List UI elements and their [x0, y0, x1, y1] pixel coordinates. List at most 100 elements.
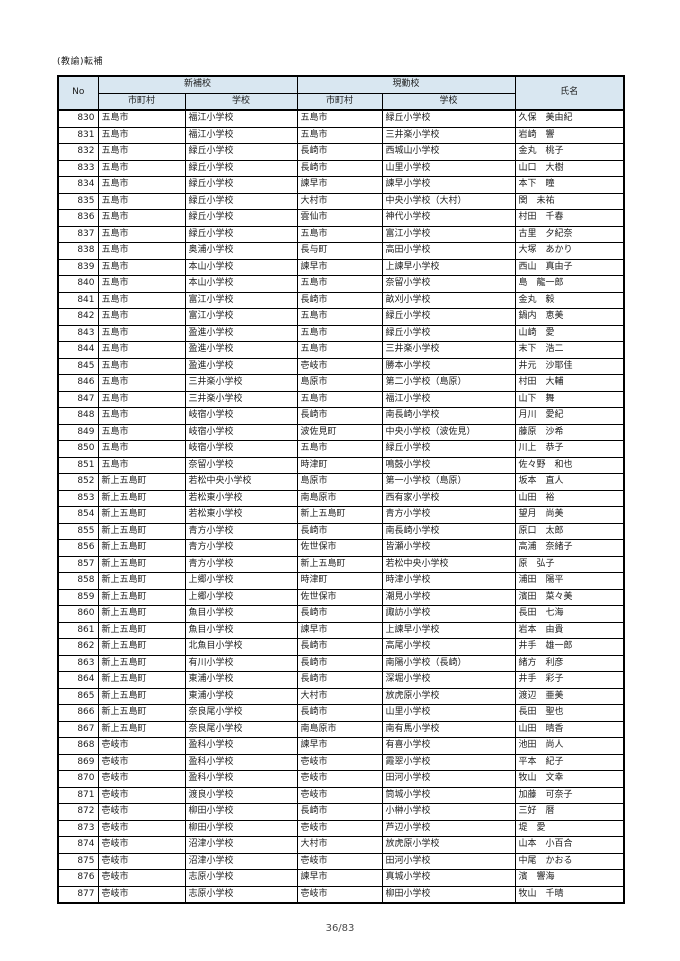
cell-current-municipality: 長崎市	[296, 605, 383, 623]
cell-new-municipality: 五島市	[97, 159, 186, 177]
cell-new-school: 北魚目小学校	[184, 638, 298, 656]
cell-new-municipality: 五島市	[97, 390, 186, 408]
cell-name: 佐々野 和也	[514, 456, 625, 474]
cell-name: 原 弘子	[514, 555, 625, 573]
cell-new-school: 上郷小学校	[184, 572, 298, 590]
cell-new-municipality: 五島市	[97, 258, 186, 276]
cell-no: 855	[57, 522, 99, 540]
cell-no: 850	[57, 440, 99, 458]
table-row: 852 新上五島町 若松中央小学校 島原市 第一小学校（島原） 坂本 直人	[57, 473, 625, 491]
table-row: 834 五島市 緑丘小学校 諫早市 諫早小学校 本下 瞳	[57, 176, 625, 194]
cell-new-municipality: 五島市	[97, 341, 186, 359]
cell-current-school: 諏訪小学校	[381, 605, 516, 623]
table-row: 873 壱岐市 柳田小学校 壱岐市 芦辺小学校堤 愛	[57, 819, 625, 837]
cell-no: 869	[57, 753, 99, 771]
cell-name: 岩崎 響	[514, 126, 625, 144]
cell-new-school: 上郷小学校	[184, 588, 298, 606]
cell-new-school: 渡良小学校	[184, 786, 298, 804]
cell-name: 金丸 毅	[514, 291, 625, 309]
cell-name: 池田 尚人	[514, 737, 625, 755]
cell-name: 関 未祐	[514, 192, 625, 210]
cell-current-school: 神代小学校	[381, 209, 516, 227]
cell-current-municipality: 五島市	[296, 324, 383, 342]
cell-current-municipality: 五島市	[296, 440, 383, 458]
cell-current-municipality: 長崎市	[296, 143, 383, 161]
cell-current-municipality: 新上五島町	[296, 555, 383, 573]
cell-name: 山崎 愛	[514, 324, 625, 342]
cell-new-municipality: 新上五島町	[97, 654, 186, 672]
cell-name: 大塚 あかり	[514, 242, 625, 260]
cell-new-municipality: 五島市	[97, 357, 186, 375]
cell-new-municipality: 新上五島町	[97, 687, 186, 705]
cell-no: 834	[57, 176, 99, 194]
cell-current-municipality: 新上五島町	[296, 506, 383, 524]
cell-no: 854	[57, 506, 99, 524]
cell-new-municipality: 五島市	[97, 374, 186, 392]
table-row: 832 五島市 緑丘小学校 長崎市 西城山小学校 金丸 桃子	[57, 143, 625, 161]
cell-no: 840	[57, 275, 99, 293]
cell-no: 867	[57, 720, 99, 738]
cell-new-municipality: 壱岐市	[97, 803, 186, 821]
cell-name: 山田 裕	[514, 489, 625, 507]
cell-current-school: 上諫早小学校	[381, 621, 516, 639]
cell-no: 873	[57, 819, 99, 837]
cell-new-school: 奈留小学校	[184, 456, 298, 474]
cell-current-school: 放虎原小学校	[381, 836, 516, 854]
cell-new-school: 若松中央小学校	[184, 473, 298, 491]
cell-name: 山本 小百合	[514, 836, 625, 854]
cell-current-school: 真城小学校	[381, 869, 516, 887]
cell-name: 牧山 千晴	[514, 885, 625, 904]
table-row: 841 五島市 富江小学校 長崎市 畝刈小学校 金丸 毅	[57, 291, 625, 309]
cell-new-municipality: 新上五島町	[97, 539, 186, 557]
cell-no: 845	[57, 357, 99, 375]
cell-no: 835	[57, 192, 99, 210]
cell-current-school: 青方小学校	[381, 506, 516, 524]
table-header: No 新補校 現勤校 氏名 市町村 学校 市町村 学校	[57, 75, 625, 111]
cell-current-school: 霞翠小学校	[381, 753, 516, 771]
cell-no: 849	[57, 423, 99, 441]
table-row: 853 新上五島町 若松東小学校 南島原市 西有家小学校 山田 裕	[57, 489, 625, 507]
cell-name: 久保 美由紀	[514, 109, 625, 128]
column-group-current-school: 現勤校	[296, 75, 516, 94]
cell-current-school: 畝刈小学校	[381, 291, 516, 309]
table-row: 849 五島市 岐宿小学校 波佐見町 中央小学校（波佐見） 藤原 沙希	[57, 423, 625, 441]
cell-new-municipality: 五島市	[97, 126, 186, 144]
table-row: 854 新上五島町 若松東小学校 新上五島町 青方小学校 望月 尚美	[57, 506, 625, 524]
cell-current-school: 第一小学校（島原）	[381, 473, 516, 491]
cell-new-school: 奈良尾小学校	[184, 704, 298, 722]
cell-new-school: 本山小学校	[184, 258, 298, 276]
cell-current-school: 勝本小学校	[381, 357, 516, 375]
cell-no: 877	[57, 885, 99, 904]
cell-current-municipality: 長与町	[296, 242, 383, 260]
cell-current-municipality: 長崎市	[296, 291, 383, 309]
cell-current-municipality: 壱岐市	[296, 885, 383, 904]
cell-new-municipality: 五島市	[97, 291, 186, 309]
cell-name: 村田 大輔	[514, 374, 625, 392]
cell-new-school: 沼津小学校	[184, 852, 298, 870]
cell-new-school: 富江小学校	[184, 291, 298, 309]
cell-current-municipality: 長崎市	[296, 654, 383, 672]
cell-new-school: 志原小学校	[184, 869, 298, 887]
cell-new-school: 柳田小学校	[184, 803, 298, 821]
cell-new-municipality: 五島市	[97, 176, 186, 194]
cell-new-municipality: 壱岐市	[97, 819, 186, 837]
cell-new-school: 緑丘小学校	[184, 159, 298, 177]
cell-new-school: 三井楽小学校	[184, 390, 298, 408]
cell-new-municipality: 五島市	[97, 456, 186, 474]
cell-name: 濱田 菜々美	[514, 588, 625, 606]
table-row: 851 五島市 奈留小学校 時津町 鳴鼓小学校 佐々野 和也	[57, 456, 625, 474]
cell-current-school: 柳田小学校	[381, 885, 516, 904]
cell-current-school: 奈留小学校	[381, 275, 516, 293]
cell-new-municipality: 五島市	[97, 407, 186, 425]
cell-name: 加藤 可奈子	[514, 786, 625, 804]
cell-current-municipality: 五島市	[296, 308, 383, 326]
cell-new-municipality: 新上五島町	[97, 588, 186, 606]
cell-current-municipality: 壱岐市	[296, 770, 383, 788]
cell-current-municipality: 五島市	[296, 109, 383, 128]
table-row: 859 新上五島町 上郷小学校 佐世保市 潮見小学校 濱田 菜々美	[57, 588, 625, 606]
table-row: 833 五島市 緑丘小学校 長崎市 山里小学校 山口 大樹	[57, 159, 625, 177]
cell-current-school: 田河小学校	[381, 770, 516, 788]
table-row: 861 新上五島町 魚目小学校 諫早市 上諫早小学校 岩本 由貴	[57, 621, 625, 639]
table-row: 858 新上五島町 上郷小学校 時津町 時津小学校 浦田 陽平	[57, 572, 625, 590]
